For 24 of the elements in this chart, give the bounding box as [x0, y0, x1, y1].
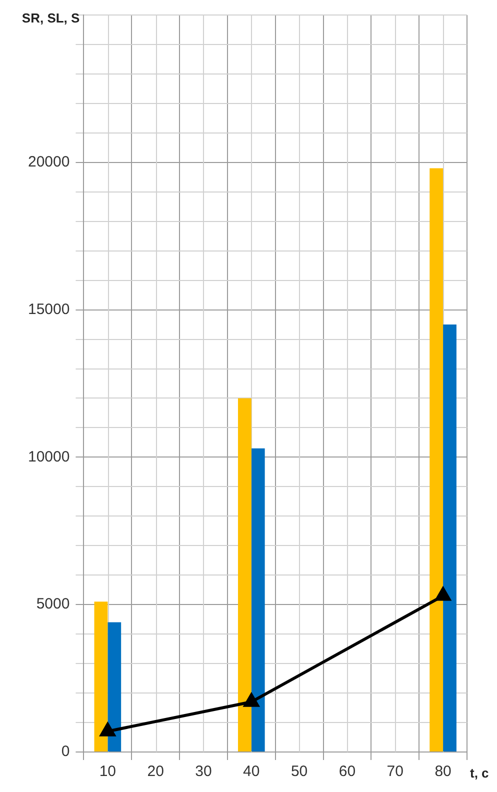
- bar: [430, 168, 444, 752]
- x-tick-label: 30: [195, 763, 212, 780]
- x-tick-label: 50: [290, 763, 308, 780]
- bar: [94, 602, 108, 752]
- x-tick-label: 10: [99, 763, 116, 780]
- bar: [108, 622, 122, 752]
- bar: [238, 398, 252, 752]
- y-tick-label: 5000: [36, 596, 70, 613]
- point: [435, 587, 451, 601]
- x-tick-label: 70: [386, 763, 404, 780]
- y-tick-label: 15000: [28, 300, 70, 318]
- point: [100, 722, 116, 736]
- bar: [443, 324, 456, 752]
- y-tick-label: 0: [61, 743, 70, 760]
- x-axis-title: t, c: [470, 766, 489, 781]
- point: [244, 693, 259, 707]
- y-tick-label: 20000: [28, 154, 70, 171]
- y-axis-title: SR, SL, S: [22, 10, 80, 26]
- bar: [251, 448, 265, 752]
- x-tick-label: 20: [147, 763, 164, 780]
- x-tick-label: 60: [338, 763, 356, 780]
- y-tick-label: 10000: [28, 448, 70, 466]
- x-tick-label: 80: [434, 763, 452, 780]
- x-tick-label: 40: [243, 763, 260, 780]
